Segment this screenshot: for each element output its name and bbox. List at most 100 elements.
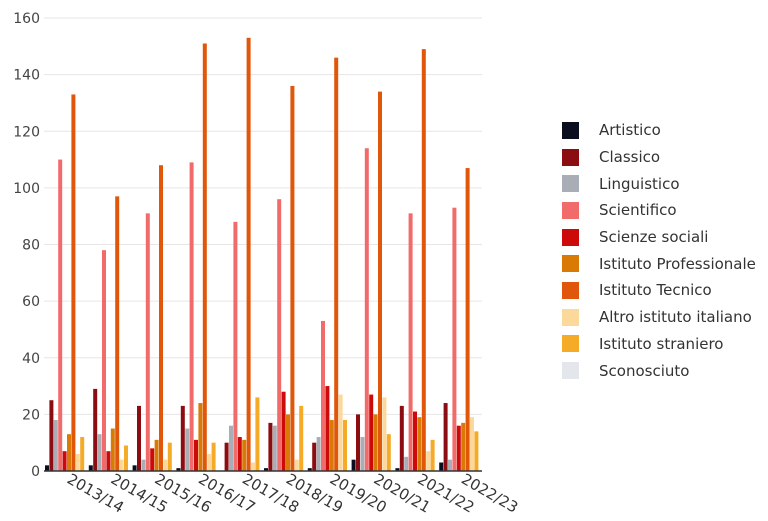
bar — [67, 434, 71, 471]
bar — [417, 417, 422, 471]
grid-lines — [44, 17, 482, 415]
legend-item[interactable]: Istituto straniero — [562, 331, 756, 358]
bar — [395, 468, 400, 471]
bar — [80, 437, 85, 471]
legend-label: Istituto straniero — [599, 334, 724, 353]
bar — [399, 405, 404, 471]
bar — [167, 442, 172, 471]
bar — [378, 91, 382, 472]
legend-label: Istituto Tecnico — [599, 281, 712, 300]
bar — [465, 168, 470, 471]
bar — [163, 459, 168, 471]
bar — [343, 420, 347, 471]
bar — [474, 431, 479, 471]
x-axis-tick-labels: 2013/142014/152015/162016/172017/182018/… — [64, 470, 521, 517]
bar — [426, 451, 431, 471]
bar — [277, 199, 282, 471]
bar — [137, 405, 141, 471]
bar — [456, 425, 461, 471]
bar — [408, 213, 413, 471]
bar — [255, 397, 260, 471]
bar — [264, 468, 268, 471]
bar — [233, 221, 238, 471]
bar — [461, 422, 466, 471]
bar — [386, 434, 391, 471]
legend-swatch — [562, 175, 579, 193]
bar — [360, 437, 365, 471]
bar — [159, 165, 163, 471]
bar — [294, 459, 299, 471]
bar — [290, 85, 295, 471]
bar — [338, 394, 343, 471]
bar — [88, 465, 93, 471]
bar — [268, 422, 273, 471]
legend-label: Sconosciuto — [599, 361, 690, 380]
bar — [242, 439, 247, 471]
y-tick-label: 80 — [22, 238, 40, 254]
legend-item[interactable]: Scientifico — [562, 197, 756, 224]
bar — [75, 454, 80, 471]
bar — [145, 213, 150, 471]
y-tick-label: 160 — [13, 11, 40, 27]
y-tick-label: 0 — [31, 464, 40, 480]
legend-item[interactable]: Sconosciuto — [562, 357, 756, 384]
legend-swatch — [562, 201, 579, 219]
bar — [351, 459, 356, 471]
y-tick-label: 40 — [22, 351, 40, 367]
bar — [251, 462, 255, 471]
legend-label: Altro istituto italiano — [599, 308, 752, 327]
bar — [110, 428, 115, 471]
bar — [325, 386, 330, 471]
bar — [211, 442, 216, 471]
legend-item[interactable]: Istituto Tecnico — [562, 277, 756, 304]
legend-swatch — [562, 148, 579, 166]
bar — [364, 148, 369, 472]
bar — [141, 459, 146, 471]
bar — [272, 425, 277, 471]
legend-item[interactable]: Artistico — [562, 117, 756, 144]
legend-swatch — [562, 121, 579, 139]
legend-label: Istituto Professionale — [599, 254, 756, 273]
bar — [97, 434, 102, 471]
bar — [180, 405, 185, 471]
y-tick-label: 120 — [13, 124, 40, 140]
bar — [132, 465, 137, 471]
legend-item[interactable]: Classico — [562, 144, 756, 171]
y-tick-label: 60 — [22, 294, 40, 310]
bar — [286, 414, 290, 471]
bar — [316, 437, 321, 471]
legend: Artistico Classico Linguistico Scientifico S… — [562, 117, 756, 384]
y-tick-label: 100 — [13, 181, 40, 197]
bar — [93, 388, 98, 471]
bar — [58, 159, 63, 471]
bar — [312, 442, 317, 471]
bar — [334, 57, 339, 471]
legend-item[interactable]: Scienze sociali — [562, 224, 756, 251]
bar — [452, 207, 457, 471]
bar — [404, 456, 409, 471]
bar — [439, 462, 444, 471]
legend-item[interactable]: Istituto Professionale — [562, 250, 756, 277]
bar — [413, 411, 417, 471]
bar — [119, 459, 124, 471]
legend-swatch — [562, 335, 579, 353]
bar — [224, 442, 229, 471]
bar — [443, 403, 448, 471]
bar — [430, 439, 435, 471]
bar — [124, 445, 128, 471]
bar — [102, 250, 106, 471]
bar — [356, 414, 360, 471]
bar — [369, 394, 374, 471]
legend-swatch — [562, 362, 579, 380]
bar — [299, 405, 304, 471]
bars — [45, 37, 479, 472]
bar — [246, 37, 251, 471]
legend-item[interactable]: Linguistico — [562, 170, 756, 197]
bar — [194, 439, 198, 471]
legend-label: Linguistico — [599, 174, 680, 193]
bar — [321, 320, 325, 471]
legend-item[interactable]: Altro istituto italiano — [562, 304, 756, 331]
bar — [150, 448, 155, 471]
bar — [237, 437, 242, 471]
